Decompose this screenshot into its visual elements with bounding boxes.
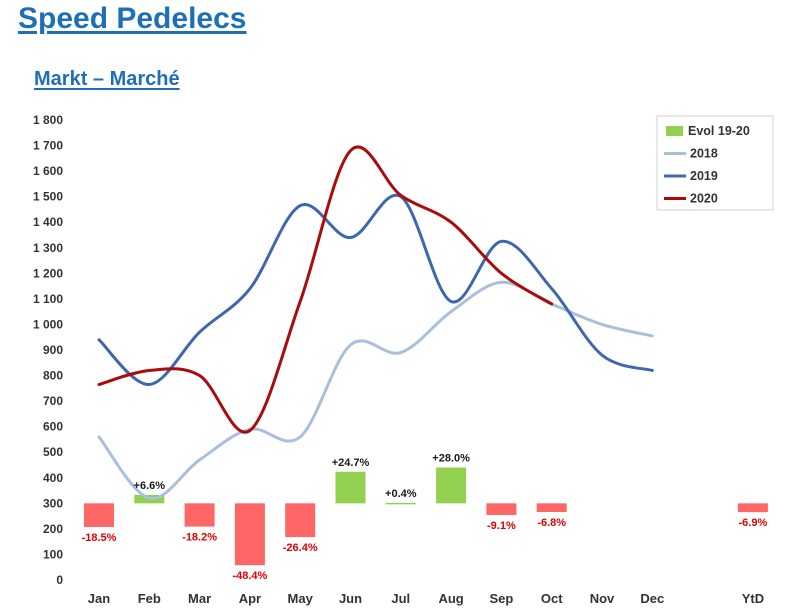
evol-data-label: -18.5% xyxy=(82,532,117,544)
evol-bar xyxy=(737,503,768,513)
y-axis-ticks: 0 100 200 300 400 500 600 700 800 900 1 000 1 100 1 … xyxy=(33,113,63,587)
series-line-2019 xyxy=(97,193,654,386)
y-tick-label: 1 800 xyxy=(33,113,63,127)
evol-data-label: -48.4% xyxy=(232,570,267,582)
evol-data-label: -26.4% xyxy=(283,542,318,554)
y-tick-label: 400 xyxy=(43,471,63,485)
page-subtitle: Markt – Marché xyxy=(34,68,180,90)
y-tick-label: 600 xyxy=(43,420,63,434)
y-tick-label: 1 200 xyxy=(33,266,63,280)
x-tick-label: Sep xyxy=(489,591,513,606)
y-tick-label: 700 xyxy=(43,394,63,408)
legend-label: 2019 xyxy=(690,169,718,183)
legend-swatch xyxy=(666,126,683,136)
y-tick-label: 300 xyxy=(43,496,63,510)
page-title: Speed Pedelecs xyxy=(18,2,247,35)
y-tick-label: 1 400 xyxy=(33,215,63,229)
y-tick-label: 1 500 xyxy=(33,190,63,204)
evol-data-label: +28.0% xyxy=(432,453,470,465)
y-tick-label: 1 300 xyxy=(33,241,63,255)
series-line-2020 xyxy=(97,145,554,434)
y-tick-label: 1 600 xyxy=(33,164,63,178)
evol-data-label: +6.6% xyxy=(134,480,166,492)
evol-bars xyxy=(84,467,768,566)
y-tick-label: 1 000 xyxy=(33,317,63,331)
legend-label: Evol 19-20 xyxy=(688,124,750,138)
evol-bar xyxy=(234,503,265,566)
legend: Evol 19-20 2018 2019 2020 xyxy=(656,115,774,211)
evol-bar xyxy=(335,471,366,504)
legend-label: 2020 xyxy=(690,192,718,206)
x-tick-label: Apr xyxy=(239,591,261,606)
y-tick-label: 200 xyxy=(43,522,63,536)
evol-data-label: +0.4% xyxy=(385,488,417,500)
evol-data-label: -6.8% xyxy=(537,517,566,529)
evol-bar xyxy=(536,503,567,513)
y-tick-label: 1 100 xyxy=(33,292,63,306)
evol-labels: -18.5% +6.6% -18.2% -48.4% -26.4% +24.7% +0.4%… xyxy=(82,453,768,583)
y-tick-label: 900 xyxy=(43,343,63,357)
evol-data-label: -18.2% xyxy=(182,532,217,544)
x-tick-label: Dec xyxy=(640,591,664,606)
x-tick-label: Feb xyxy=(138,591,161,606)
evol-data-label: +24.7% xyxy=(332,457,370,469)
x-axis-ticks: Jan Feb Mar Apr May Jun Jul Aug Sep Oct Nov Dec YtD xyxy=(88,591,764,606)
y-tick-label: 800 xyxy=(43,369,63,383)
y-tick-label: 0 xyxy=(56,573,63,587)
evol-data-label: -6.9% xyxy=(739,517,768,529)
x-tick-label: Aug xyxy=(438,591,463,606)
evol-bar xyxy=(436,467,467,504)
x-tick-label: Jun xyxy=(339,591,362,606)
x-tick-label: May xyxy=(288,591,314,606)
x-tick-label: Jul xyxy=(391,591,410,606)
x-tick-label: Oct xyxy=(541,591,563,606)
evol-bar xyxy=(84,503,114,527)
y-tick-label: 100 xyxy=(43,547,63,561)
y-tick-label: 1 700 xyxy=(33,139,63,153)
legend-label: 2018 xyxy=(690,147,718,161)
evol-data-label: -9.1% xyxy=(487,520,516,532)
x-tick-label: Jan xyxy=(88,591,110,606)
evol-bar xyxy=(385,502,416,505)
x-tick-label: YtD xyxy=(742,591,764,606)
evol-bar xyxy=(184,503,215,527)
x-tick-label: Nov xyxy=(590,591,615,606)
evol-bar xyxy=(486,503,517,515)
x-tick-label: Mar xyxy=(188,591,211,606)
evol-bar xyxy=(285,503,316,538)
y-tick-label: 500 xyxy=(43,445,63,459)
series-lines xyxy=(97,145,654,500)
